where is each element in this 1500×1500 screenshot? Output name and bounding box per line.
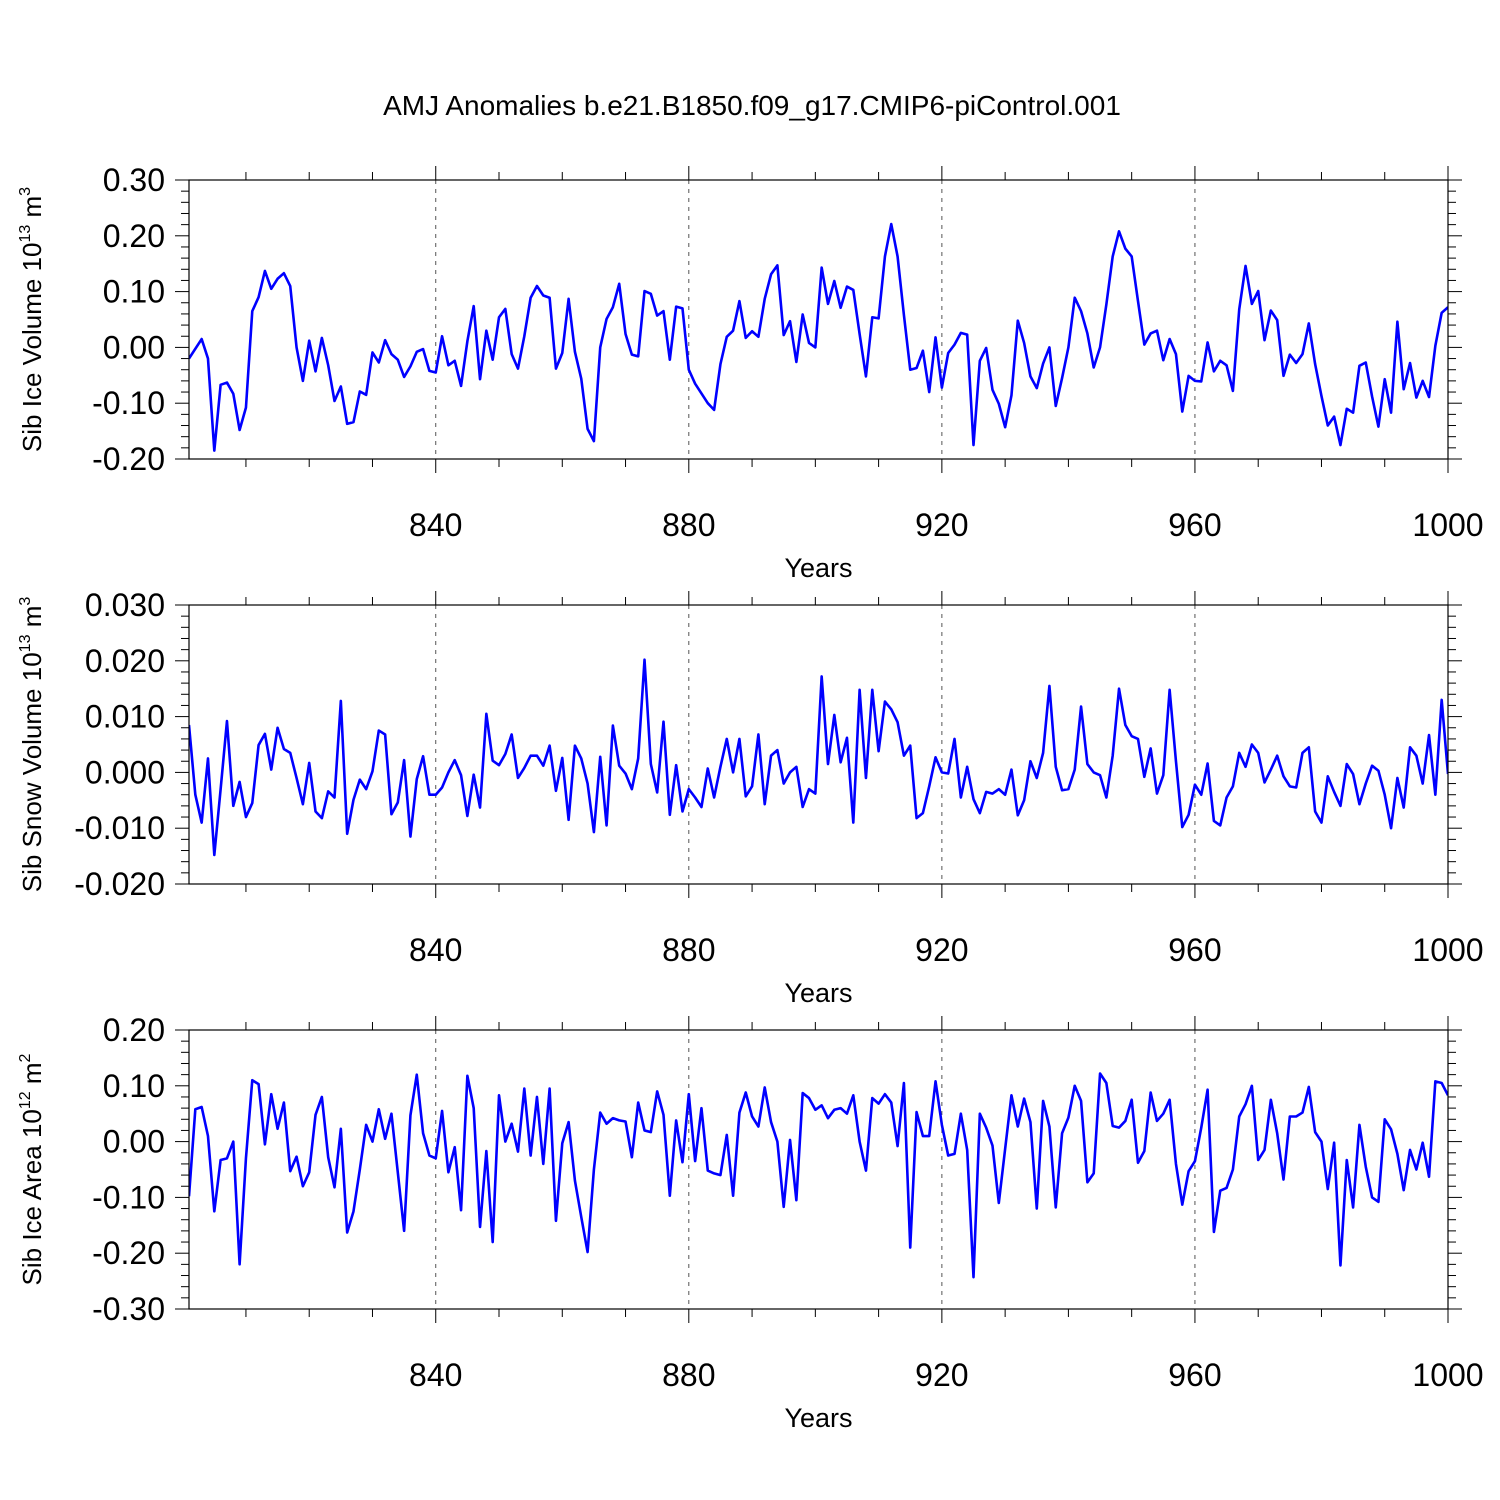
chart-panel-3: 840 880 920 960 1000 -0.30 -0.20 -0.10 0.00 0.10 0…	[17, 1012, 1484, 1433]
panel-2-data-line	[189, 658, 1448, 857]
panel-1-y-axis-label: Sib Ice Volume 1013 m3	[17, 187, 47, 452]
panel-2-xtick-label: 1000	[1412, 932, 1483, 968]
panel-3-ytick-label: -0.10	[92, 1179, 165, 1215]
panel-2-ytick-label: 0.010	[85, 699, 165, 735]
panel-2-xtick-label: 960	[1168, 932, 1221, 968]
panel-1-ytick-label: -0.20	[92, 441, 165, 477]
panel-3-data-line	[189, 1072, 1448, 1279]
chart-panel-2: 840 880 920 960 1000 -0.020 -0.010 0.000 0.010 0.…	[17, 587, 1484, 1008]
panel-2-xtick-label: 840	[409, 932, 462, 968]
panel-2-xtick-label: 880	[662, 932, 715, 968]
panel-2-ytick-label: -0.010	[74, 810, 165, 846]
panel-1-ytick-label: 0.30	[103, 162, 165, 198]
panel-3-xtick-label: 920	[915, 1357, 968, 1393]
panel-3-xtick-label: 840	[409, 1357, 462, 1393]
panel-3-ytick-label: 0.00	[103, 1124, 165, 1160]
panel-3-x-axis-label: Years	[784, 1403, 852, 1433]
panel-2-ytick-label: 0.000	[85, 754, 165, 790]
panel-1-xtick-label: 880	[662, 507, 715, 543]
panel-2-ytick-label: -0.020	[74, 866, 165, 902]
panel-1-plot-frame	[188, 179, 1449, 460]
panel-2-y-axis-label: Sib Snow Volume 1013 m3	[17, 597, 47, 893]
panel-2-plot-frame	[188, 604, 1449, 885]
panel-1-data-line	[189, 222, 1448, 452]
panel-3-ytick-label: -0.30	[92, 1291, 165, 1327]
panel-3-plot-frame	[188, 1029, 1449, 1310]
panel-1-xtick-label: 960	[1168, 507, 1221, 543]
panels: 840 880 920 960 1000 -0.20 -0.10 0.00 0.10 0.20 0.…	[17, 162, 1484, 1433]
figure-title: AMJ Anomalies b.e21.B1850.f09_g17.CMIP6-…	[383, 90, 1121, 121]
panel-3-ytick-label: 0.10	[103, 1068, 165, 1104]
panel-1-xtick-label: 920	[915, 507, 968, 543]
panel-1-xtick-label: 840	[409, 507, 462, 543]
chart-panel-1: 840 880 920 960 1000 -0.20 -0.10 0.00 0.10 0.20 0.…	[17, 162, 1484, 583]
panel-3-ytick-label: -0.20	[92, 1235, 165, 1271]
panel-1-xtick-label: 1000	[1412, 507, 1483, 543]
panel-3-ytick-label: 0.20	[103, 1012, 165, 1048]
panel-1-x-axis-label: Years	[784, 553, 852, 583]
panel-2-x-axis-label: Years	[784, 978, 852, 1008]
panel-2-ytick-label: 0.020	[85, 643, 165, 679]
panel-1-ytick-label: 0.10	[103, 274, 165, 310]
panel-3-xtick-label: 960	[1168, 1357, 1221, 1393]
panel-1-ytick-label: 0.20	[103, 218, 165, 254]
panel-3-xtick-label: 1000	[1412, 1357, 1483, 1393]
panel-3-y-axis-label: Sib Ice Area 1012 m2	[17, 1053, 47, 1285]
panel-3-xtick-label: 880	[662, 1357, 715, 1393]
panel-2-ytick-label: 0.030	[85, 587, 165, 623]
panel-1-ytick-label: -0.10	[92, 385, 165, 421]
panel-1-ytick-label: 0.00	[103, 329, 165, 365]
panel-2-xtick-label: 920	[915, 932, 968, 968]
